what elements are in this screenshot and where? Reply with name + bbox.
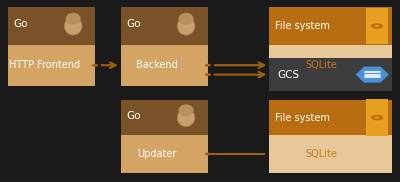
Bar	[366, 99, 388, 136]
Text: SQLite: SQLite	[305, 60, 337, 70]
Text: Go: Go	[14, 19, 28, 29]
Ellipse shape	[177, 108, 195, 127]
Bar	[8, 45, 95, 86]
Text: GCS: GCS	[277, 70, 299, 80]
Ellipse shape	[177, 17, 195, 35]
Circle shape	[205, 64, 211, 67]
Circle shape	[205, 73, 211, 76]
Bar	[121, 100, 208, 135]
Circle shape	[205, 153, 211, 155]
Circle shape	[371, 115, 383, 120]
Bar	[366, 8, 388, 44]
Text: File system: File system	[275, 21, 330, 31]
Polygon shape	[356, 67, 389, 83]
Text: Go: Go	[127, 19, 141, 29]
Circle shape	[375, 116, 379, 119]
Bar	[8, 7, 95, 45]
Text: HTTP Frontend: HTTP Frontend	[9, 60, 80, 70]
Circle shape	[375, 25, 379, 27]
Text: File system: File system	[275, 113, 330, 122]
Ellipse shape	[66, 13, 81, 25]
Ellipse shape	[178, 13, 194, 25]
Bar	[121, 45, 208, 86]
Text: SQLite: SQLite	[305, 149, 337, 159]
Text: Go: Go	[127, 111, 141, 121]
Bar	[269, 100, 392, 135]
Circle shape	[92, 64, 98, 67]
Bar	[269, 7, 392, 45]
Ellipse shape	[178, 104, 194, 116]
Bar	[269, 45, 392, 86]
Circle shape	[371, 23, 383, 29]
Bar	[269, 58, 392, 91]
Bar	[121, 7, 208, 45]
Bar	[269, 135, 392, 173]
Text: Backend: Backend	[136, 60, 178, 70]
Ellipse shape	[64, 17, 82, 35]
Text: Updater: Updater	[138, 149, 177, 159]
Bar	[121, 135, 208, 173]
